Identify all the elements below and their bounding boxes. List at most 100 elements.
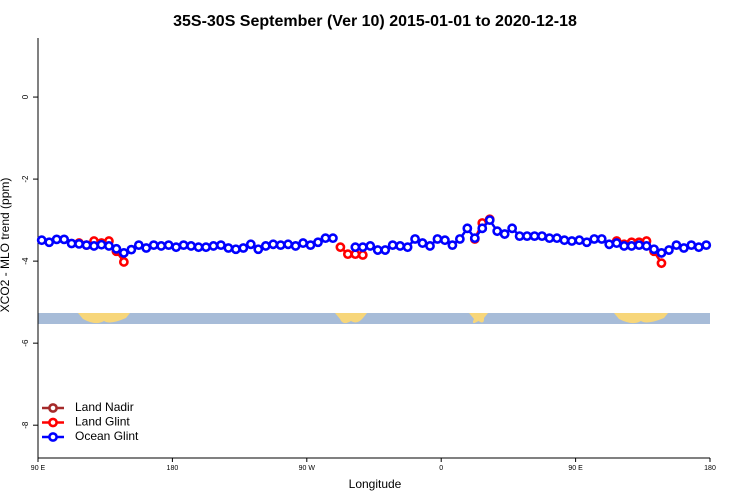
data-point [238,243,249,253]
x-tick-label: 90 E [31,465,46,472]
data-point [260,241,271,251]
data-point [104,241,114,251]
legend-label: Ocean Glint [75,429,139,443]
data-point [298,238,308,248]
data-point [290,241,301,251]
data-point [357,242,368,253]
data-point [387,240,398,251]
data-point [678,243,689,253]
ocean-strip [38,313,710,324]
legend-marker [48,417,58,428]
data-point [51,234,62,245]
data-point [96,239,107,250]
data-point [440,235,450,246]
data-point [328,233,338,244]
data-point [596,234,607,244]
data-point [425,241,435,251]
data-point [245,239,256,250]
data-point [275,240,286,251]
data-point [36,235,47,246]
x-tick-label: 180 [704,465,716,472]
data-point [589,234,600,244]
data-point [529,231,540,242]
data-point [148,240,159,251]
data-point [342,249,353,260]
data-point [492,226,503,237]
data-point [522,231,532,242]
legend-marker [48,432,58,442]
data-point [395,241,406,251]
data-point [111,243,122,254]
data-point [350,242,361,253]
data-point [313,237,323,248]
y-tick-label: 0 [21,94,30,99]
data-point [74,238,84,249]
legend-label: Land Nadir [75,400,134,414]
data-point [611,238,622,248]
data-point [357,250,368,260]
data-point [656,258,667,269]
x-tick-label: 0 [439,465,443,472]
legend-label: Land Glint [75,415,130,429]
data-point [320,233,331,244]
data-point [118,257,129,267]
data-point [693,242,704,253]
y-axis-label: XCO2 - MLO trend (ppm) [0,178,12,313]
data-point [477,223,488,234]
legend-marker [48,403,58,413]
data-point [163,240,174,251]
data-point [193,242,204,253]
data-point [671,240,682,251]
data-point [81,240,92,251]
data-point [649,244,659,255]
data-point [507,223,518,234]
y-tick-label: -6 [21,339,30,347]
data-point [566,236,577,246]
x-axis-label: Longitude [349,477,402,491]
data-point [574,235,585,246]
x-tick-label: 90 E [568,465,583,472]
data-point [59,234,70,245]
data-point [372,245,383,255]
data-point [133,240,144,251]
data-point [178,240,189,251]
data-point [268,239,279,250]
data-point [201,242,211,253]
y-tick-label: -4 [21,257,30,265]
data-point [208,241,219,251]
data-point [253,244,264,255]
data-point [410,234,420,244]
data-point [469,233,480,244]
land-shape [614,313,668,324]
data-point [141,243,152,253]
data-point [537,231,547,242]
data-point [604,239,615,250]
data-point [462,223,473,234]
y-tick-label: -2 [21,175,30,183]
data-point [156,241,167,251]
data-point [186,241,196,251]
data-point [89,241,99,251]
land-shape [469,313,488,324]
data-point [664,245,674,255]
data-point [44,237,55,248]
data-point [432,234,443,244]
data-point [514,231,525,242]
data-point [283,239,294,250]
data-point [634,240,644,251]
data-point [402,242,413,253]
data-point [552,233,562,244]
data-point [544,233,555,244]
y-tick-label: -8 [21,421,30,429]
data-point [230,244,241,255]
land-shape [78,313,130,324]
data-point [454,234,465,244]
data-point [484,215,495,226]
data-point [223,243,234,253]
data-point [118,248,129,258]
data-point [641,241,652,251]
data-point [581,237,592,248]
data-point [656,248,667,258]
